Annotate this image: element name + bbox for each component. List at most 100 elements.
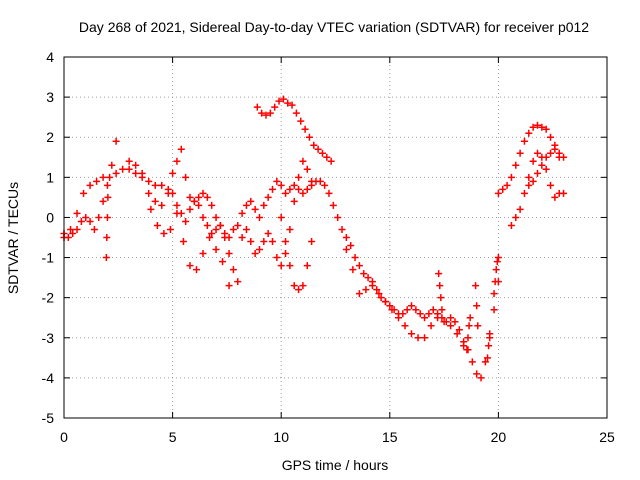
data-point xyxy=(525,129,533,137)
data-point xyxy=(485,342,493,350)
axes: 0 5 10 15 20 25 -5 -4 -3 -2 -1 0 1 2 3 4 xyxy=(42,49,615,445)
data-point xyxy=(290,282,298,290)
data-point xyxy=(297,117,305,125)
data-point xyxy=(112,169,120,177)
data-point xyxy=(301,125,309,133)
y-tick-label: 0 xyxy=(46,209,54,225)
data-point xyxy=(364,274,372,282)
data-point xyxy=(177,145,185,153)
data-point xyxy=(299,157,307,165)
data-point xyxy=(421,334,429,342)
data-points xyxy=(60,95,568,382)
data-point xyxy=(438,306,446,314)
data-point xyxy=(277,262,285,270)
data-point xyxy=(440,318,448,326)
data-point xyxy=(408,302,416,310)
data-point xyxy=(173,209,181,217)
data-point xyxy=(472,282,480,290)
data-point xyxy=(234,278,242,286)
data-point xyxy=(269,185,277,193)
data-point xyxy=(334,213,342,221)
data-point xyxy=(186,193,194,201)
data-point xyxy=(555,153,563,161)
data-point xyxy=(329,201,337,209)
data-point xyxy=(151,181,159,189)
data-point xyxy=(112,137,120,145)
data-point xyxy=(262,111,270,119)
data-point xyxy=(125,157,133,165)
data-point xyxy=(290,181,298,189)
data-point xyxy=(108,161,116,169)
data-point xyxy=(338,225,346,233)
data-point xyxy=(99,197,107,205)
data-point xyxy=(416,310,424,318)
data-point xyxy=(132,169,140,177)
data-point xyxy=(310,141,318,149)
data-point xyxy=(308,238,316,246)
data-point xyxy=(327,157,335,165)
data-point xyxy=(481,358,489,366)
data-point xyxy=(275,97,283,105)
data-point xyxy=(132,161,140,169)
data-point xyxy=(414,334,422,342)
data-point xyxy=(67,225,75,233)
data-point xyxy=(316,177,324,185)
data-point xyxy=(279,95,287,103)
data-point xyxy=(286,185,294,193)
data-point xyxy=(295,173,303,181)
data-point xyxy=(437,294,445,302)
data-point xyxy=(538,161,546,169)
data-point xyxy=(542,153,550,161)
data-point xyxy=(295,286,303,294)
data-point xyxy=(80,189,88,197)
data-point xyxy=(503,181,511,189)
data-point xyxy=(103,213,111,221)
data-point xyxy=(229,225,237,233)
data-point xyxy=(277,213,285,221)
data-point xyxy=(199,189,207,197)
data-point xyxy=(264,229,272,237)
data-point xyxy=(216,221,224,229)
data-point xyxy=(303,262,311,270)
data-point xyxy=(203,221,211,229)
data-point xyxy=(447,322,455,330)
data-point xyxy=(455,326,463,334)
data-point xyxy=(318,149,326,157)
data-point xyxy=(208,201,216,209)
data-point xyxy=(238,209,246,217)
data-point xyxy=(451,318,459,326)
data-point xyxy=(460,342,468,350)
data-point xyxy=(247,197,255,205)
data-point xyxy=(373,286,381,294)
data-point xyxy=(468,358,476,366)
data-point xyxy=(401,322,409,330)
data-point xyxy=(212,225,220,233)
data-point xyxy=(520,189,528,197)
data-point xyxy=(494,189,502,197)
y-tick-label: -5 xyxy=(42,410,55,426)
data-point xyxy=(323,153,331,161)
y-tick-label: -1 xyxy=(42,250,55,266)
data-point xyxy=(314,145,322,153)
data-point xyxy=(195,193,203,201)
data-point xyxy=(271,103,279,111)
data-point xyxy=(206,234,214,241)
data-point xyxy=(399,310,407,318)
data-point xyxy=(466,314,474,322)
data-point xyxy=(377,294,385,302)
data-point xyxy=(138,169,146,177)
data-point xyxy=(492,266,500,274)
data-point xyxy=(542,165,550,173)
data-point xyxy=(529,157,537,165)
data-point xyxy=(477,374,485,382)
data-point xyxy=(425,310,433,318)
data-point xyxy=(499,185,507,193)
data-point xyxy=(282,250,290,258)
data-point xyxy=(464,334,472,342)
data-point xyxy=(225,282,233,290)
data-point xyxy=(408,330,416,338)
data-point xyxy=(516,149,524,157)
data-point xyxy=(158,201,166,209)
data-point xyxy=(349,266,357,274)
data-point xyxy=(292,109,300,117)
